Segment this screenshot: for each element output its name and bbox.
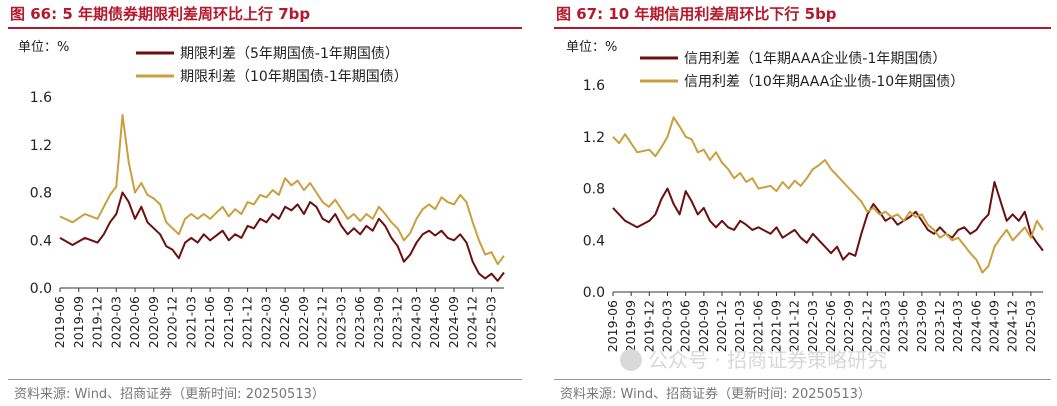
source-divider (8, 379, 522, 380)
chart-title: 图 67: 10 年期信用利差周环比下行 5bp (556, 5, 837, 23)
source-note: 资料来源: Wind、招商证券（更新时间: 20250513） (560, 387, 871, 402)
credit-spread-chart: 单位：% 0.0 0.4 0.8 1.2 1.6 2019-06 2019-09 2019-12… (566, 40, 1044, 352)
y-tick-label: 0.0 (30, 281, 52, 297)
x-tick-label: 2021-09 (769, 300, 784, 352)
x-tick-label: 2021-06 (750, 300, 765, 352)
x-tick-label: 2023-09 (914, 300, 929, 352)
x-tick-label: 2023-09 (371, 296, 386, 348)
series-line-1 (612, 181, 1044, 261)
x-tick-label: 2025-03 (483, 296, 498, 348)
x-tick-label: 2022-09 (841, 300, 856, 352)
x-tick-label: 2025-03 (1023, 300, 1038, 352)
x-tick-label: 2020-03 (660, 300, 675, 352)
unit-label: 单位：% (18, 40, 69, 55)
x-tick-label: 2024-12 (465, 296, 480, 348)
term-spread-chart: 单位：% 0.0 0.4 0.8 1.2 1.6 2019-06 2019-09 2019-12… (18, 40, 505, 348)
x-tick-label: 2023-03 (878, 300, 893, 352)
y-tick-label: 1.6 (30, 90, 52, 106)
x-tick-label: 2020-09 (696, 300, 711, 352)
legend-label-1: 期限利差（5年期国债-1年期国债） (180, 46, 399, 62)
x-tick-label: 2020-06 (678, 300, 693, 352)
chart-title: 图 66: 5 年期债券期限利差周环比上行 7bp (10, 5, 311, 23)
x-tick-label: 2019-09 (71, 296, 86, 348)
y-tick-label: 1.2 (583, 130, 605, 146)
x-tick-label: 2023-12 (390, 296, 405, 348)
y-tick-label: 1.2 (30, 138, 52, 154)
x-tick-label: 2024-06 (427, 296, 442, 348)
x-tick-label: 2021-03 (183, 296, 198, 348)
x-tick-label: 2019-06 (605, 300, 620, 352)
x-tick-label: 2024-12 (1005, 300, 1020, 352)
x-tick-label: 2022-09 (296, 296, 311, 348)
legend-label-1: 信用利差（1年期AAA企业债-1年期国债） (684, 50, 946, 67)
y-tick-label: 0.0 (583, 285, 605, 301)
legend-label-2: 期限利差（10年期国债-1年期国债） (180, 69, 408, 85)
y-tick-label: 1.6 (583, 78, 605, 94)
x-tick-label: 2024-09 (987, 300, 1002, 352)
x-tick-label: 2023-03 (333, 296, 348, 348)
x-tick-label: 2024-09 (446, 296, 461, 348)
x-tick-label: 2020-06 (127, 296, 142, 348)
x-tick-label: 2022-03 (258, 296, 273, 348)
x-tick-label: 2022-12 (315, 296, 330, 348)
chart-panel-term-spread: 图 66: 5 年期债券期限利差周环比上行 7bp 单位：% 0.0 0.4 0.8 1… (0, 0, 528, 406)
x-tick-label: 2019-06 (52, 296, 67, 348)
x-tick-label: 2023-12 (932, 300, 947, 352)
y-tick-label: 0.8 (583, 182, 605, 198)
x-tick-label: 2021-06 (202, 296, 217, 348)
x-tick-label: 2021-09 (221, 296, 236, 348)
y-tick-label: 0.4 (30, 233, 52, 249)
source-note: 资料来源: Wind、招商证券（更新时间: 20250513） (14, 387, 325, 402)
x-tick-label: 2021-03 (732, 300, 747, 352)
y-tick-label: 0.8 (30, 186, 52, 202)
x-tick-label: 2022-03 (805, 300, 820, 352)
x-tick-label: 2023-06 (352, 296, 367, 348)
x-tick-label: 2021-12 (240, 296, 255, 348)
series-line-2 (59, 113, 505, 266)
watermark-logo-icon (620, 349, 642, 371)
x-tick-label: 2022-12 (859, 300, 874, 352)
x-tick-label: 2019-12 (641, 300, 656, 352)
x-tick-label: 2021-12 (787, 300, 802, 352)
title-divider (554, 27, 1051, 29)
title-divider (8, 27, 522, 29)
source-divider (554, 379, 1051, 380)
watermark: 公众号 · 招商证券策略研究 (620, 344, 887, 373)
x-tick-label: 2020-03 (108, 296, 123, 348)
series-line-1 (59, 191, 505, 282)
x-tick-label: 2023-06 (896, 300, 911, 352)
x-tick-label: 2024-03 (408, 296, 423, 348)
chart-panel-credit-spread: 图 67: 10 年期信用利差周环比下行 5bp 单位：% 0.0 0.4 0.8 1.… (546, 0, 1057, 406)
series-line-2 (612, 116, 1044, 274)
x-tick-label: 2019-09 (623, 300, 638, 352)
x-tick-label: 2022-06 (823, 300, 838, 352)
legend-label-2: 信用利差（10年期AAA企业债-10年期国债） (684, 73, 964, 90)
watermark-text: 公众号 · 招商证券策略研究 (648, 348, 888, 372)
x-tick-label: 2020-09 (146, 296, 161, 348)
x-tick-label: 2024-03 (950, 300, 965, 352)
x-tick-label: 2019-12 (90, 296, 105, 348)
x-tick-label: 2024-06 (968, 300, 983, 352)
x-tick-label: 2022-06 (277, 296, 292, 348)
x-tick-label: 2020-12 (165, 296, 180, 348)
y-tick-label: 0.4 (583, 233, 605, 249)
x-tick-label: 2020-12 (714, 300, 729, 352)
unit-label: 单位：% (566, 40, 617, 55)
